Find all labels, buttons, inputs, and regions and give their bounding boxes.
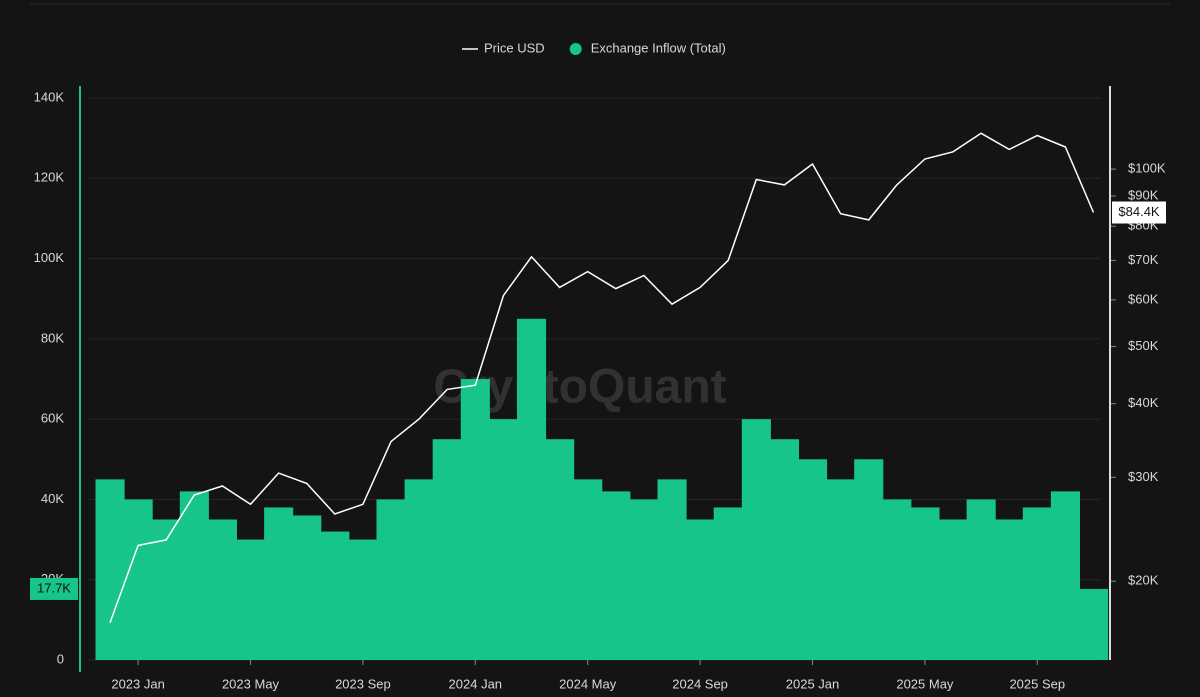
legend-swatch: [569, 43, 582, 55]
bar: [404, 479, 434, 660]
bar: [713, 507, 743, 660]
bar: [741, 419, 771, 660]
bar: [573, 479, 603, 660]
bar: [488, 419, 518, 660]
bar: [629, 499, 659, 660]
y2-tick-label: $70K: [1128, 252, 1159, 267]
bar: [151, 519, 181, 660]
legend-item: Price USD: [462, 40, 545, 55]
bar: [938, 519, 968, 660]
bar: [264, 507, 294, 660]
x-tick-label: 2023 May: [222, 676, 280, 691]
y-tick-label: 120K: [34, 170, 65, 185]
bar: [348, 539, 378, 660]
x-tick-label: 2025 Jan: [786, 676, 840, 691]
bar: [854, 459, 884, 660]
x-tick-label: 2024 Jan: [449, 676, 503, 691]
legend-label: Exchange Inflow (Total): [591, 40, 726, 55]
bar: [966, 499, 996, 660]
last-value-label: $84.4K: [1118, 204, 1160, 219]
y-tick-label: 60K: [41, 411, 64, 426]
bar: [292, 515, 322, 660]
bar: [517, 318, 547, 660]
legend-item: Exchange Inflow (Total): [569, 40, 726, 55]
y-tick-label: 140K: [34, 89, 65, 104]
bar: [882, 499, 912, 660]
y-tick-label: 80K: [41, 330, 64, 345]
bar: [236, 539, 266, 660]
y2-tick-label: $100K: [1128, 161, 1166, 176]
bar: [657, 479, 687, 660]
y2-tick-label: $20K: [1128, 573, 1159, 588]
y-tick-label: 40K: [41, 491, 64, 506]
bar: [601, 491, 631, 660]
bar: [798, 459, 828, 660]
bar: [826, 479, 856, 660]
bar: [207, 519, 237, 660]
bar: [545, 439, 575, 660]
x-tick-label: 2023 Jan: [111, 676, 165, 691]
last-value-label: 17.7K: [37, 580, 71, 595]
x-tick-label: 2024 May: [559, 676, 617, 691]
bar: [1079, 588, 1109, 660]
y2-tick-label: $60K: [1128, 291, 1159, 306]
bar: [1022, 507, 1052, 660]
y-tick-label: 0: [57, 651, 64, 666]
x-tick-label: 2024 Sep: [672, 676, 728, 691]
bar: [179, 491, 209, 660]
bar: [123, 499, 153, 660]
y2-tick-label: $40K: [1128, 395, 1159, 410]
y2-tick-label: $90K: [1128, 187, 1159, 202]
bar: [994, 519, 1024, 660]
x-tick-label: 2025 May: [896, 676, 954, 691]
bar: [769, 439, 799, 660]
bar: [685, 519, 715, 660]
x-tick-label: 2025 Sep: [1009, 676, 1065, 691]
legend-label: Price USD: [484, 40, 545, 55]
price-line: [109, 132, 1095, 624]
last-value-badge: [30, 577, 78, 600]
last-value-badge: [1112, 201, 1166, 224]
bar: [95, 479, 125, 660]
bar: [320, 531, 350, 660]
bar: [910, 507, 940, 660]
y2-tick-label: $50K: [1128, 338, 1159, 353]
y2-tick-label: $30K: [1128, 469, 1159, 484]
bar: [376, 499, 406, 660]
x-tick-label: 2023 Sep: [335, 676, 391, 691]
bar: [460, 379, 490, 660]
bar: [1050, 491, 1080, 660]
bar: [432, 439, 462, 660]
y-tick-label: 100K: [34, 250, 65, 265]
